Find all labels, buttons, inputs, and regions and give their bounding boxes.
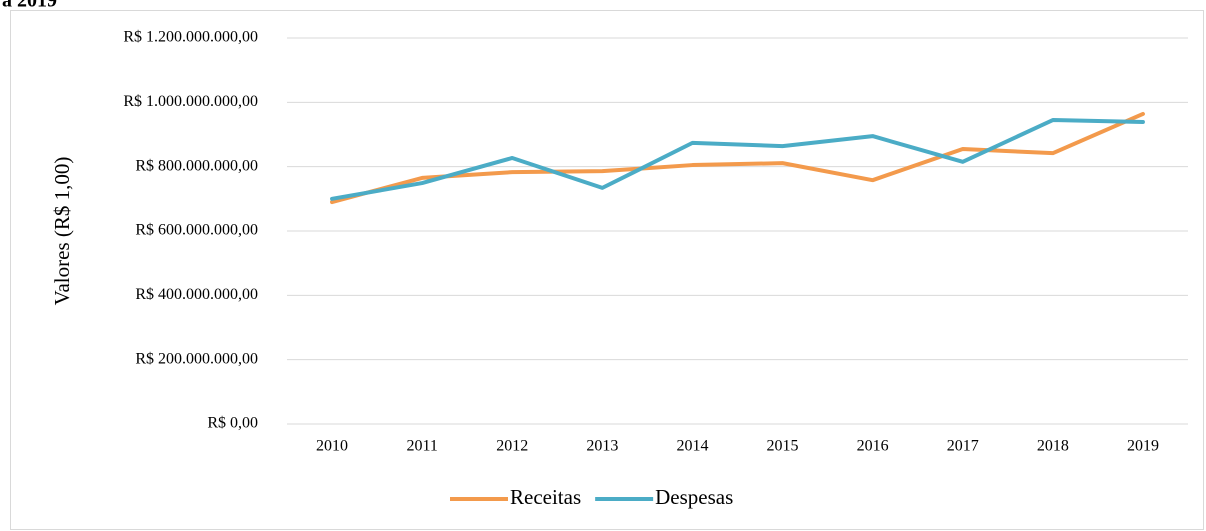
x-tick-label: 2019 [1127,438,1159,455]
y-tick-label: R$ 0,00 [207,415,258,432]
x-tick-label: 2015 [767,438,799,455]
legend-label: Receitas [510,485,581,509]
chart-frame [10,10,1204,530]
x-tick-label: 2018 [1037,438,1069,455]
line-series [330,111,1145,205]
y-axis-label: Valores (R$ 1,00) [50,157,74,306]
legend-label: Despesas [655,485,733,509]
y-tick-label: R$ 1.200.000.000,00 [123,29,258,46]
x-tick-label: 2012 [496,438,528,455]
chart-title: a 2019 [2,0,57,12]
x-tick-label: 2016 [857,438,889,455]
line-series [330,118,1145,201]
y-tick-label: R$ 800.000.000,00 [135,157,258,174]
x-tick-label: 2011 [406,438,437,455]
x-tick-label: 2014 [676,438,708,455]
x-tick-label: 2017 [947,438,979,455]
x-tick-label: 2013 [586,438,618,455]
x-tick-label: 2010 [316,438,348,455]
y-tick-label: R$ 400.000.000,00 [135,286,258,303]
y-tick-label: R$ 1.000.000.000,00 [123,93,258,110]
y-tick-label: R$ 200.000.000,00 [135,350,258,367]
y-tick-label: R$ 600.000.000,00 [135,222,258,239]
